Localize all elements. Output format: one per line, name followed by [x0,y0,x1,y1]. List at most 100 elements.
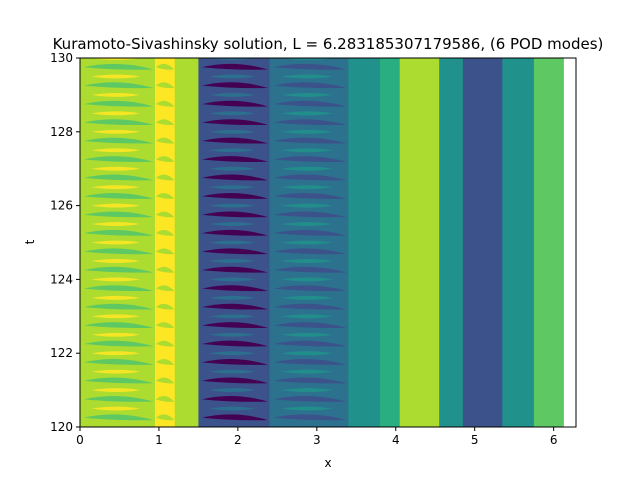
contour-highlight [157,277,171,282]
contour-stripe [273,193,347,199]
contour-band [439,58,464,427]
contour-highlight [281,222,333,226]
contour-highlight [209,295,256,300]
contour-stripe [201,395,269,402]
contour-highlight [157,203,171,208]
contour-band [399,58,440,427]
contour-highlight [157,295,171,300]
contour-highlight [281,277,333,282]
contour-stripe [83,229,154,236]
contour-stripe [83,248,154,255]
contour-highlight [157,185,171,190]
contour-stripe [201,248,269,255]
plot-frame [79,57,577,428]
contour-stripe [201,174,269,181]
contour-band [348,58,381,427]
contour-stripe [273,137,347,144]
x-tick-label: 0 [76,433,84,447]
y-tick-label: 120 [50,420,73,434]
contour-highlight [281,295,333,300]
contour-highlight [91,92,140,97]
contour-stripe [155,100,175,107]
contour-stripe [155,211,175,218]
contour-highlight [157,388,171,393]
contour-stripe [201,119,269,126]
contour-highlight [91,129,140,134]
contour-stripe [273,285,347,292]
contour-stripe [83,285,154,292]
contour-highlight [157,406,171,411]
contour-highlight [91,351,140,356]
contour-stripe [83,211,154,218]
contour-stripe [273,63,347,70]
empty-region [563,58,576,427]
contour-highlight [157,74,171,79]
y-tick-label: 126 [50,199,73,213]
x-axis-ticks: 0 1 2 3 4 5 6 [76,427,557,447]
contour-stripe [201,285,269,292]
contour-band [462,58,503,427]
contour-highlight [281,203,333,208]
contour-stripe [201,322,269,329]
contour-highlight [209,203,256,208]
chart-title: Kuramoto-Sivashinsky solution, L = 6.283… [53,35,604,53]
contour-highlight [209,332,256,337]
contour-stripe [83,414,154,421]
contour-highlight [281,111,333,116]
contour-stripe [83,266,154,273]
contour-highlight [91,295,140,300]
contour-highlight [157,111,171,116]
contour-highlight [91,277,140,282]
contour-highlight [91,240,140,245]
contour-highlight [91,259,140,263]
contour-stripe [155,174,175,181]
contour-stripe [83,156,154,162]
contour-stripe [155,359,175,365]
contour-highlight [157,332,171,337]
contour-highlight [281,92,333,97]
contour-highlight [91,406,140,411]
contour-highlight [91,369,140,374]
contour-stripe [273,248,347,255]
contour-highlight [91,166,140,171]
contour-highlight [91,332,140,337]
contour-highlight [209,148,256,153]
contour-highlight [209,240,256,245]
contour-highlight [157,148,171,153]
contour-stripe [83,193,154,199]
contour-highlight [209,222,256,226]
contour-highlight [157,369,171,374]
contour-stripe [273,211,347,218]
contour-highlight [281,406,333,411]
contour-highlight [157,129,171,134]
contour-highlight [157,351,171,356]
contour-highlight [209,185,256,190]
contour-stripe [83,340,154,347]
contour-highlight [157,240,171,245]
contour-highlight [209,259,256,263]
y-tick-label: 122 [50,346,73,360]
contour-stripe [155,285,175,292]
contour-stripe [273,266,347,273]
contour-stripe [201,266,269,273]
x-tick-label: 1 [155,433,163,447]
x-tick-label: 2 [234,433,242,447]
x-tick-label: 3 [313,433,321,447]
contour-stripe [83,377,154,384]
contour-stripe [83,119,154,126]
contour-highlight [281,166,333,171]
contour-stripe [273,395,347,402]
contour-stripe [201,414,269,421]
contour-stripe [273,340,347,347]
plot-area [80,58,576,427]
contour-stripe [273,322,347,329]
contour-stripe [83,359,154,365]
contour-stripe [273,82,347,89]
contour-highlight [157,222,171,226]
contour-band [502,58,535,427]
y-axis-ticks: 120 122 124 126 128 130 [50,51,80,434]
contour-stripe [201,100,269,107]
contour-highlight [209,406,256,411]
contour-stripe [155,248,175,255]
contour-stripe [83,174,154,181]
